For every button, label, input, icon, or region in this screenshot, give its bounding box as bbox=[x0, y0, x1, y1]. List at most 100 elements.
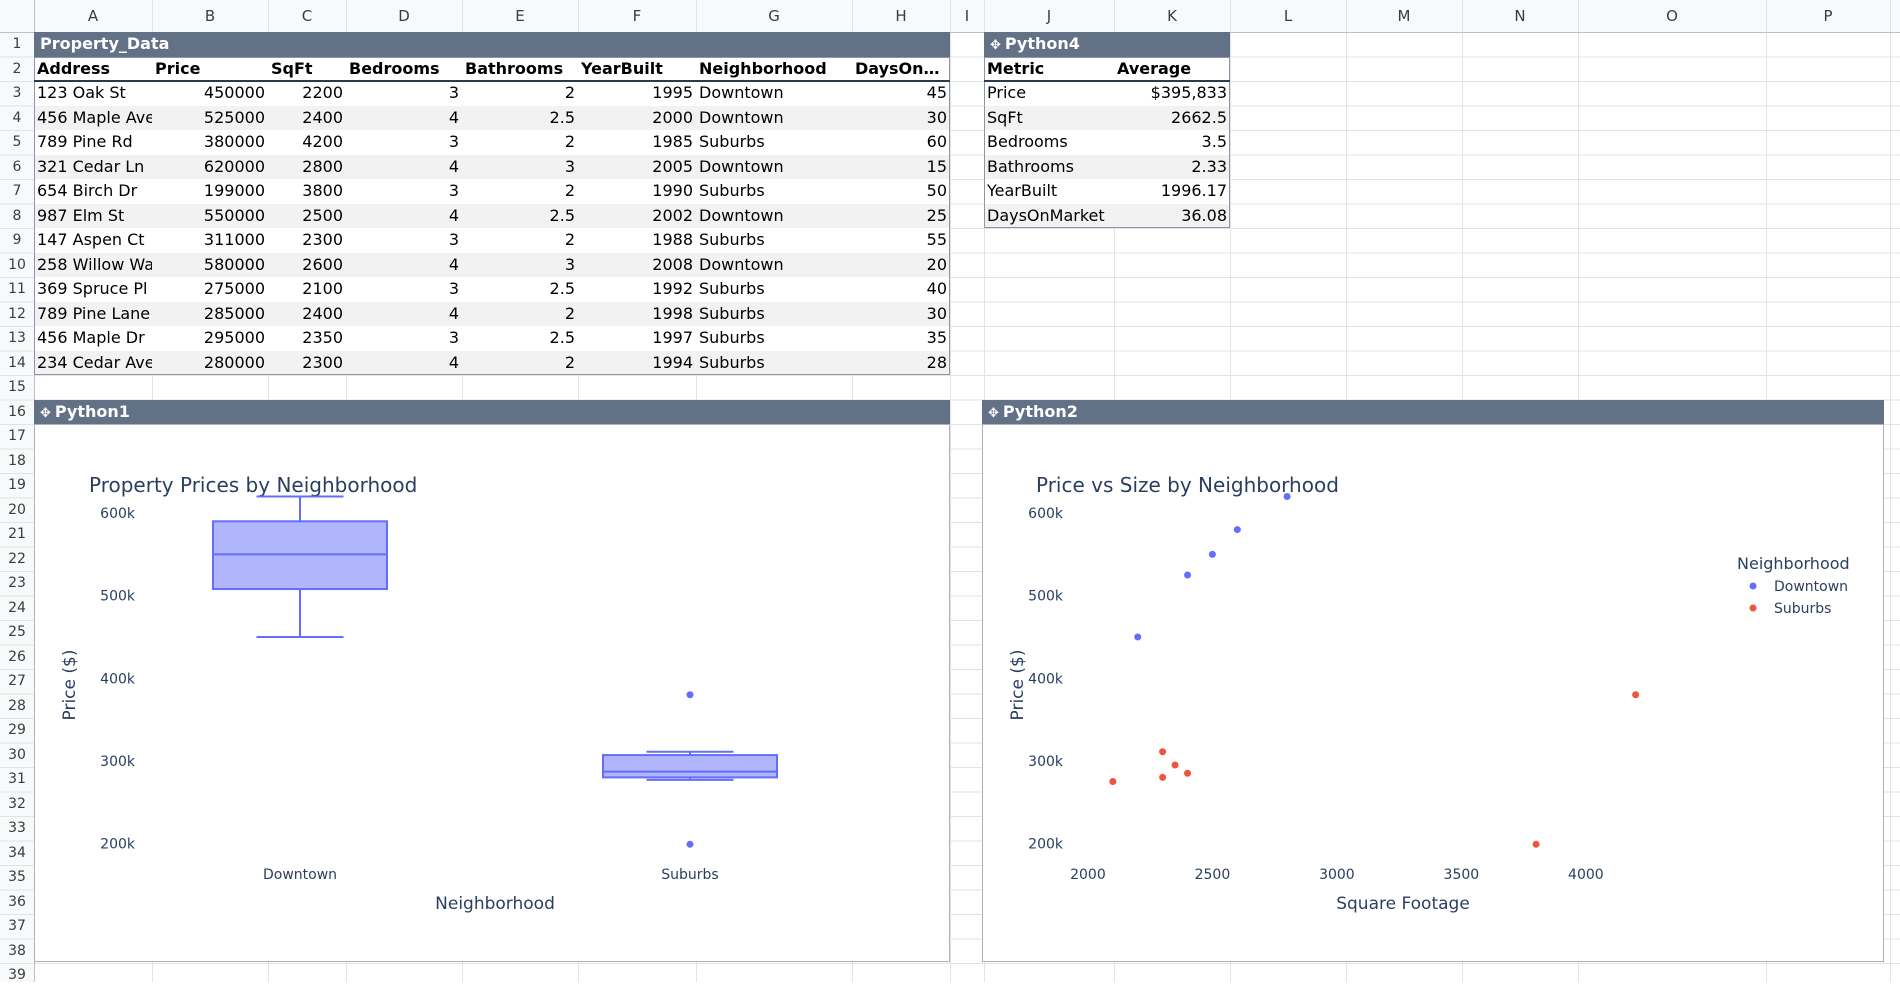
row-header[interactable]: 19 bbox=[8, 477, 26, 493]
row-header[interactable]: 7 bbox=[12, 183, 22, 199]
property-cell[interactable]: 50 bbox=[852, 179, 950, 204]
row-header[interactable]: 10 bbox=[8, 256, 26, 273]
row-header[interactable]: 37 bbox=[8, 918, 26, 934]
property-cell[interactable]: 4200 bbox=[268, 130, 346, 155]
row-header[interactable]: 5 bbox=[12, 134, 22, 150]
property-cell[interactable]: 2300 bbox=[268, 228, 346, 253]
property-cell[interactable]: 2 bbox=[462, 81, 578, 106]
property-cell[interactable]: 2600 bbox=[268, 252, 346, 277]
metric-value-cell[interactable]: $395,833 bbox=[1114, 81, 1230, 106]
property-cell[interactable]: 2800 bbox=[268, 154, 346, 179]
property-data-table-header[interactable]: Property_Data bbox=[34, 32, 950, 57]
property-cell[interactable]: 295000 bbox=[152, 326, 268, 351]
property-cell[interactable]: Suburbs bbox=[696, 228, 852, 253]
property-cell[interactable]: 3 bbox=[346, 81, 462, 106]
row-header[interactable]: 24 bbox=[8, 599, 26, 616]
python1-header[interactable]: ✥ Python1 bbox=[34, 400, 950, 424]
property-cell[interactable]: 25 bbox=[852, 203, 950, 228]
property-cell[interactable]: 620000 bbox=[152, 154, 268, 179]
property-cell[interactable]: Downtown bbox=[696, 252, 852, 277]
property-cell[interactable]: 1990 bbox=[578, 179, 696, 204]
property-cell[interactable]: 4 bbox=[346, 203, 462, 228]
row-header[interactable]: 17 bbox=[8, 428, 26, 444]
property-cell[interactable]: 35 bbox=[852, 326, 950, 351]
property-cell[interactable]: Suburbs bbox=[696, 350, 852, 375]
row-header[interactable]: 20 bbox=[8, 501, 26, 518]
row-header[interactable]: 6 bbox=[12, 158, 22, 175]
property-cell[interactable]: 2 bbox=[462, 130, 578, 155]
metric-name-cell[interactable]: Bathrooms bbox=[984, 154, 1114, 179]
property-cell[interactable]: 3800 bbox=[268, 179, 346, 204]
row-header[interactable]: 39 bbox=[8, 967, 26, 983]
property-cell[interactable]: 199000 bbox=[152, 179, 268, 204]
property-cell[interactable]: 2 bbox=[462, 301, 578, 326]
property-cell[interactable]: 147 Aspen Ct bbox=[34, 228, 152, 253]
property-column-header[interactable]: Address bbox=[34, 56, 152, 81]
property-cell[interactable]: 2100 bbox=[268, 277, 346, 302]
row-header[interactable]: 29 bbox=[8, 722, 26, 738]
metric-name-cell[interactable]: YearBuilt bbox=[984, 179, 1114, 204]
row-header[interactable]: 21 bbox=[8, 526, 26, 542]
row-header[interactable]: 16 bbox=[8, 403, 26, 420]
property-cell[interactable]: Suburbs bbox=[696, 326, 852, 351]
python4-header[interactable]: ✥ Python4 bbox=[984, 32, 1230, 57]
row-header[interactable]: 14 bbox=[8, 354, 26, 371]
python1-chart-box[interactable]: Property Prices by Neighborhood 200k 300k 4… bbox=[34, 424, 950, 962]
property-cell[interactable]: Suburbs bbox=[696, 179, 852, 204]
property-cell[interactable]: 2.5 bbox=[462, 326, 578, 351]
property-cell[interactable]: 4 bbox=[346, 301, 462, 326]
row-header[interactable]: 22 bbox=[8, 550, 26, 567]
property-cell[interactable]: 28 bbox=[852, 350, 950, 375]
row-header[interactable]: 18 bbox=[8, 452, 26, 469]
property-cell[interactable]: 380000 bbox=[152, 130, 268, 155]
column-header-o[interactable]: O bbox=[1666, 7, 1678, 25]
row-header[interactable]: 11 bbox=[8, 281, 26, 297]
property-cell[interactable]: 285000 bbox=[152, 301, 268, 326]
metric-name-cell[interactable]: SqFt bbox=[984, 105, 1114, 130]
row-header[interactable]: 27 bbox=[8, 673, 26, 689]
row-header[interactable]: 30 bbox=[8, 746, 26, 763]
property-cell[interactable]: 1994 bbox=[578, 350, 696, 375]
property-cell[interactable]: 3 bbox=[346, 228, 462, 253]
property-cell[interactable]: 275000 bbox=[152, 277, 268, 302]
property-cell[interactable]: 15 bbox=[852, 154, 950, 179]
row-header[interactable]: 2 bbox=[12, 60, 22, 77]
property-cell[interactable]: 2300 bbox=[268, 350, 346, 375]
column-header-n[interactable]: N bbox=[1514, 7, 1526, 25]
property-cell[interactable]: 1992 bbox=[578, 277, 696, 302]
metric-value-cell[interactable]: 3.5 bbox=[1114, 130, 1230, 155]
metric-name-cell[interactable]: Price bbox=[984, 81, 1114, 106]
property-cell[interactable]: 789 Pine Lane bbox=[34, 301, 152, 326]
property-cell[interactable]: 4 bbox=[346, 252, 462, 277]
property-column-header[interactable]: Bathrooms bbox=[462, 56, 578, 81]
property-cell[interactable]: 1997 bbox=[578, 326, 696, 351]
metrics-column-header[interactable]: Metric bbox=[984, 56, 1114, 81]
column-header-e[interactable]: E bbox=[515, 7, 525, 25]
column-header-c[interactable]: C bbox=[301, 7, 313, 25]
column-header-i[interactable]: I bbox=[964, 7, 970, 25]
property-cell[interactable]: Suburbs bbox=[696, 130, 852, 155]
property-cell[interactable]: Downtown bbox=[696, 105, 852, 130]
property-cell[interactable]: 456 Maple Ave bbox=[34, 105, 152, 130]
property-column-header[interactable]: Bedrooms bbox=[346, 56, 462, 81]
row-header[interactable]: 8 bbox=[12, 207, 22, 224]
property-cell[interactable]: 3 bbox=[346, 179, 462, 204]
property-column-header[interactable]: Neighborhood bbox=[696, 56, 852, 81]
property-cell[interactable]: 525000 bbox=[152, 105, 268, 130]
property-cell[interactable]: 1985 bbox=[578, 130, 696, 155]
property-cell[interactable]: 2005 bbox=[578, 154, 696, 179]
property-cell[interactable]: 2.5 bbox=[462, 277, 578, 302]
row-header[interactable]: 3 bbox=[12, 85, 22, 101]
property-cell[interactable]: Downtown bbox=[696, 203, 852, 228]
row-header[interactable]: 36 bbox=[8, 893, 26, 910]
row-header[interactable]: 12 bbox=[8, 305, 26, 322]
column-header-k[interactable]: K bbox=[1167, 7, 1177, 25]
property-cell[interactable]: 2 bbox=[462, 228, 578, 253]
property-cell[interactable]: 3 bbox=[346, 130, 462, 155]
property-column-header[interactable]: YearBuilt bbox=[578, 56, 696, 81]
property-cell[interactable]: 258 Willow Wa bbox=[34, 252, 152, 277]
row-header[interactable]: 35 bbox=[8, 869, 26, 885]
property-cell[interactable]: 2002 bbox=[578, 203, 696, 228]
property-cell[interactable]: 1988 bbox=[578, 228, 696, 253]
property-cell[interactable]: 4 bbox=[346, 350, 462, 375]
